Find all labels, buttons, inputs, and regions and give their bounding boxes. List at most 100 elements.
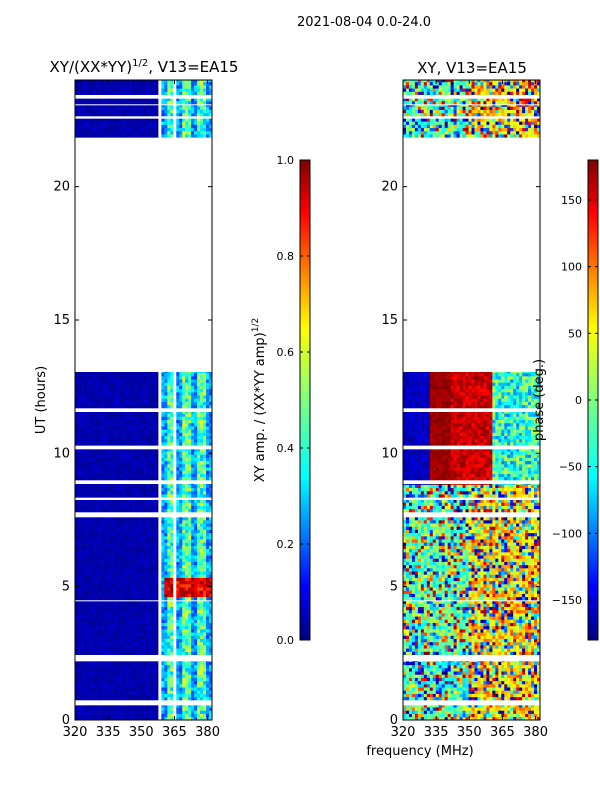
heatmap-cell — [83, 484, 88, 489]
heatmap-cell — [128, 500, 132, 503]
heatmap-cell — [86, 638, 91, 643]
heatmap-cell — [140, 484, 144, 489]
heatmap-cell — [89, 651, 94, 655]
heatmap-cell — [140, 587, 144, 591]
heatmap-cell — [191, 467, 195, 471]
heatmap-cell — [173, 520, 177, 524]
heatmap-cell — [176, 638, 180, 643]
heatmap-cell — [113, 587, 118, 591]
heatmap-cell — [194, 460, 198, 465]
heatmap-cell — [113, 580, 118, 585]
heatmap-cell — [185, 464, 189, 468]
heatmap-cell — [179, 648, 183, 652]
heatmap-cell — [161, 645, 165, 649]
heatmap-cell — [191, 419, 195, 424]
heatmap-cell — [137, 555, 141, 559]
heatmap-cell — [161, 632, 165, 636]
heatmap-cell — [161, 622, 165, 627]
heatmap-cell — [161, 606, 165, 611]
heatmap-cell — [122, 484, 127, 489]
heatmap-cell — [134, 674, 138, 678]
heatmap-cell — [125, 619, 130, 623]
heatmap-cell — [194, 629, 198, 633]
heatmap-cell — [191, 552, 195, 556]
heatmap-cell — [101, 564, 106, 569]
heatmap-cell — [119, 438, 124, 443]
heatmap-cell — [92, 622, 97, 627]
heatmap-cell — [101, 590, 106, 594]
heatmap-cell — [170, 401, 174, 406]
heatmap-cell — [173, 464, 177, 468]
heatmap-cell — [146, 635, 150, 639]
heatmap-cell — [197, 542, 201, 546]
heatmap-cell — [158, 484, 162, 489]
heatmap-cell — [110, 571, 115, 575]
heatmap-cell — [122, 542, 127, 546]
heatmap-cell — [152, 416, 156, 421]
heatmap-cell — [146, 564, 150, 569]
heatmap-cell — [101, 671, 106, 675]
heatmap-cell — [125, 467, 130, 471]
heatmap-cell — [206, 587, 210, 591]
heatmap-cell — [137, 398, 141, 402]
heatmap-cell — [200, 542, 204, 546]
heatmap-cell — [125, 392, 130, 396]
heatmap-cell — [134, 580, 138, 585]
heatmap-cell — [98, 587, 103, 591]
heatmap-cell — [188, 484, 192, 489]
heatmap-cell — [134, 127, 138, 132]
heatmap-cell — [95, 505, 100, 510]
heatmap-cell — [101, 705, 106, 708]
heatmap-cell — [134, 590, 138, 594]
heatmap-cell — [200, 130, 204, 135]
heatmap-cell — [152, 404, 156, 409]
heatmap-cell — [98, 505, 103, 510]
heatmap-cell — [152, 641, 156, 646]
heatmap-cell — [152, 118, 156, 122]
heatmap-cell — [170, 127, 174, 132]
heatmap-cell — [137, 648, 141, 652]
heatmap-cell — [143, 124, 147, 129]
heatmap-cell — [209, 426, 212, 430]
heatmap-cell — [152, 680, 156, 685]
heatmap-cell — [203, 490, 207, 495]
heatmap-cell — [122, 635, 127, 639]
heatmap-cell — [203, 413, 207, 417]
heatmap-cell — [95, 134, 100, 138]
heatmap-cell — [89, 500, 94, 503]
heatmap-cell — [206, 705, 210, 708]
heatmap-cell — [206, 457, 210, 462]
heatmap-cell — [113, 382, 118, 386]
heatmap-cell — [206, 558, 210, 562]
heatmap-cell — [149, 625, 153, 630]
heatmap-cell — [101, 668, 106, 672]
heatmap-cell — [77, 412, 82, 414]
heatmap-cell — [149, 473, 153, 478]
heatmap-cell — [164, 526, 168, 530]
heatmap-cell — [77, 693, 82, 698]
heatmap-cell — [158, 648, 162, 652]
heatmap-cell — [179, 502, 183, 506]
heatmap-cell — [86, 619, 91, 623]
heatmap-cell — [146, 625, 150, 630]
heatmap-cell — [206, 641, 210, 646]
heatmap-cell — [188, 651, 192, 655]
heatmap-cell — [164, 571, 168, 575]
heatmap-cell — [92, 134, 97, 138]
heatmap-cell — [155, 372, 159, 374]
heatmap-cell — [164, 419, 168, 424]
heatmap-cell — [86, 401, 91, 406]
heatmap-cell — [203, 664, 207, 669]
heatmap-cell — [191, 416, 195, 421]
heatmap-cell — [125, 385, 130, 390]
heatmap-cell — [131, 505, 135, 510]
heatmap-cell — [80, 705, 85, 708]
heatmap-cell — [125, 596, 130, 601]
heatmap-cell — [188, 693, 192, 698]
heatmap-cell — [104, 601, 109, 604]
heatmap-cell — [140, 401, 144, 406]
heatmap-cell — [200, 680, 204, 685]
heatmap-cell — [95, 671, 100, 675]
heatmap-cell — [185, 577, 189, 582]
heatmap-cell — [182, 564, 186, 569]
